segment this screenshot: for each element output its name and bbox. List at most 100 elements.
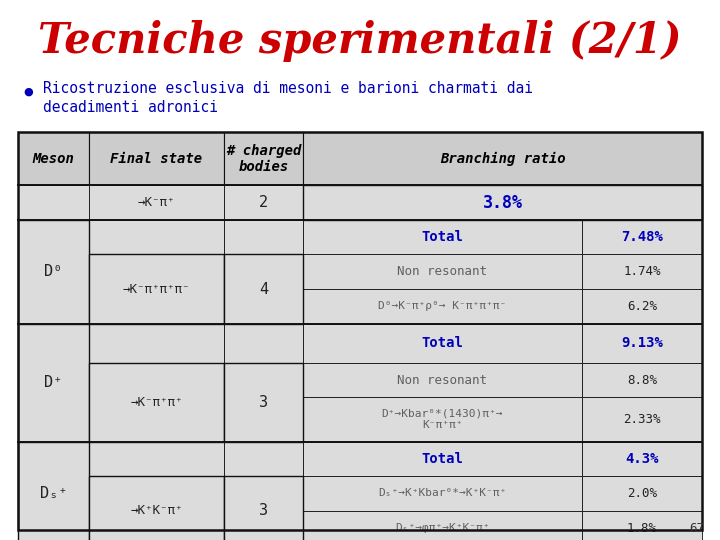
Bar: [18, 363, 89, 397]
Text: →K⁻π⁺: →K⁻π⁺: [138, 196, 175, 209]
Text: →K⁻π⁺π⁺: →K⁻π⁺π⁺: [130, 396, 183, 409]
Bar: [18, 220, 89, 323]
Bar: [89, 476, 224, 511]
Bar: [89, 323, 224, 363]
Text: Tecniche sperimentali (2/1): Tecniche sperimentali (2/1): [38, 19, 682, 62]
Bar: [18, 132, 702, 530]
Text: Non resonant: Non resonant: [397, 265, 487, 278]
Text: 4: 4: [259, 281, 268, 296]
Text: D⁰→K⁻π⁺ρ⁰→ K⁻π⁺π⁺π⁻: D⁰→K⁻π⁺ρ⁰→ K⁻π⁺π⁺π⁻: [378, 301, 507, 312]
Text: ●: ●: [23, 87, 33, 97]
Bar: [224, 363, 303, 442]
Text: decadimenti adronici: decadimenti adronici: [43, 100, 218, 116]
Bar: [89, 397, 224, 442]
Bar: [89, 254, 224, 323]
Bar: [89, 132, 224, 185]
Bar: [89, 511, 224, 540]
Bar: [18, 185, 89, 220]
Text: Dₛ⁺→φπ⁺→K⁺K⁻π⁺: Dₛ⁺→φπ⁺→K⁺K⁻π⁺: [395, 523, 490, 533]
Text: D⁺: D⁺: [45, 375, 63, 390]
Bar: [18, 476, 89, 511]
Bar: [18, 511, 89, 540]
Bar: [224, 289, 303, 323]
Bar: [224, 363, 303, 397]
Text: →K⁻π⁺π⁺π⁻: →K⁻π⁺π⁺π⁻: [122, 282, 190, 295]
Text: Dₛ⁺: Dₛ⁺: [40, 486, 67, 501]
Bar: [89, 476, 224, 540]
Bar: [18, 254, 89, 289]
Bar: [303, 254, 582, 289]
Bar: [224, 220, 303, 254]
Bar: [303, 185, 702, 220]
Text: 6.2%: 6.2%: [627, 300, 657, 313]
Text: 9.13%: 9.13%: [621, 336, 662, 350]
Text: 7.48%: 7.48%: [621, 230, 662, 244]
Bar: [18, 323, 89, 363]
Bar: [582, 185, 702, 220]
Bar: [224, 442, 303, 476]
Bar: [303, 363, 582, 397]
Bar: [303, 289, 582, 323]
Bar: [89, 363, 224, 397]
Bar: [89, 363, 224, 442]
Bar: [303, 185, 582, 220]
Text: Final state: Final state: [110, 152, 202, 166]
Bar: [89, 220, 224, 254]
Text: 1.8%: 1.8%: [627, 522, 657, 535]
Bar: [18, 220, 89, 254]
Text: 2: 2: [259, 195, 268, 210]
Bar: [582, 220, 702, 254]
Text: 3.8%: 3.8%: [482, 193, 523, 212]
Bar: [582, 323, 702, 363]
Text: →K⁺K⁻π⁺: →K⁺K⁻π⁺: [130, 504, 183, 517]
Text: Total: Total: [421, 336, 464, 350]
Bar: [582, 476, 702, 511]
Text: 2.0%: 2.0%: [627, 487, 657, 500]
Text: D⁰: D⁰: [45, 264, 63, 279]
Bar: [303, 397, 582, 442]
Bar: [224, 476, 303, 540]
Bar: [303, 476, 582, 511]
Bar: [18, 132, 89, 185]
Text: # charged
bodies: # charged bodies: [226, 144, 301, 174]
Bar: [18, 442, 89, 476]
Bar: [224, 511, 303, 540]
Text: 8.8%: 8.8%: [627, 374, 657, 387]
Text: Total: Total: [421, 230, 464, 244]
Bar: [303, 323, 582, 363]
Bar: [18, 397, 89, 442]
Bar: [582, 254, 702, 289]
Text: Meson: Meson: [32, 152, 74, 166]
Bar: [303, 442, 582, 476]
Bar: [582, 289, 702, 323]
Bar: [582, 511, 702, 540]
Text: 4.3%: 4.3%: [625, 452, 659, 466]
Text: 1.74%: 1.74%: [623, 265, 660, 278]
Bar: [18, 289, 89, 323]
Bar: [224, 185, 303, 220]
Bar: [224, 323, 303, 363]
Bar: [224, 254, 303, 289]
Bar: [89, 442, 224, 476]
Bar: [224, 397, 303, 442]
Text: Branching ratio: Branching ratio: [440, 152, 565, 166]
Bar: [224, 254, 303, 323]
Text: Total: Total: [421, 452, 464, 466]
Bar: [582, 363, 702, 397]
Bar: [303, 132, 702, 185]
Bar: [582, 442, 702, 476]
Bar: [89, 254, 224, 289]
Text: Non resonant: Non resonant: [397, 374, 487, 387]
Text: 3: 3: [259, 503, 268, 518]
Text: Ricostruzione esclusiva di mesoni e barioni charmati dai: Ricostruzione esclusiva di mesoni e bari…: [43, 81, 534, 96]
Bar: [582, 397, 702, 442]
Bar: [89, 185, 224, 220]
Bar: [18, 442, 89, 540]
Bar: [303, 220, 582, 254]
Text: 67: 67: [689, 522, 704, 535]
Text: 2.33%: 2.33%: [623, 413, 660, 426]
Bar: [224, 132, 303, 185]
Bar: [303, 511, 582, 540]
Text: Dₛ⁺→K⁺Kbar⁰*→K⁺K⁻π⁺: Dₛ⁺→K⁺Kbar⁰*→K⁺K⁻π⁺: [378, 489, 507, 498]
Bar: [18, 323, 89, 442]
